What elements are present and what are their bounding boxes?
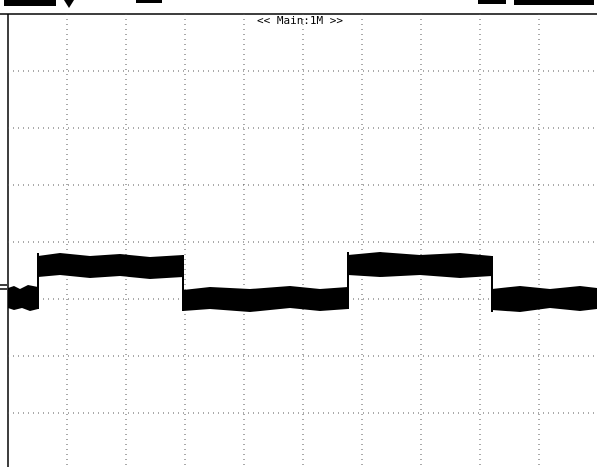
trace-high bbox=[38, 253, 183, 279]
header-strip bbox=[0, 0, 597, 14]
waveform-trace bbox=[8, 252, 597, 312]
trace-low bbox=[183, 286, 348, 312]
grid bbox=[8, 14, 597, 467]
trace-edges bbox=[37, 252, 493, 312]
trace-low bbox=[8, 285, 38, 311]
trace-low bbox=[492, 286, 597, 312]
header-fragments bbox=[4, 0, 594, 8]
timebase-label: << Main:1M >> bbox=[257, 14, 343, 27]
trace-high bbox=[348, 252, 492, 278]
ground-marker bbox=[0, 284, 7, 290]
